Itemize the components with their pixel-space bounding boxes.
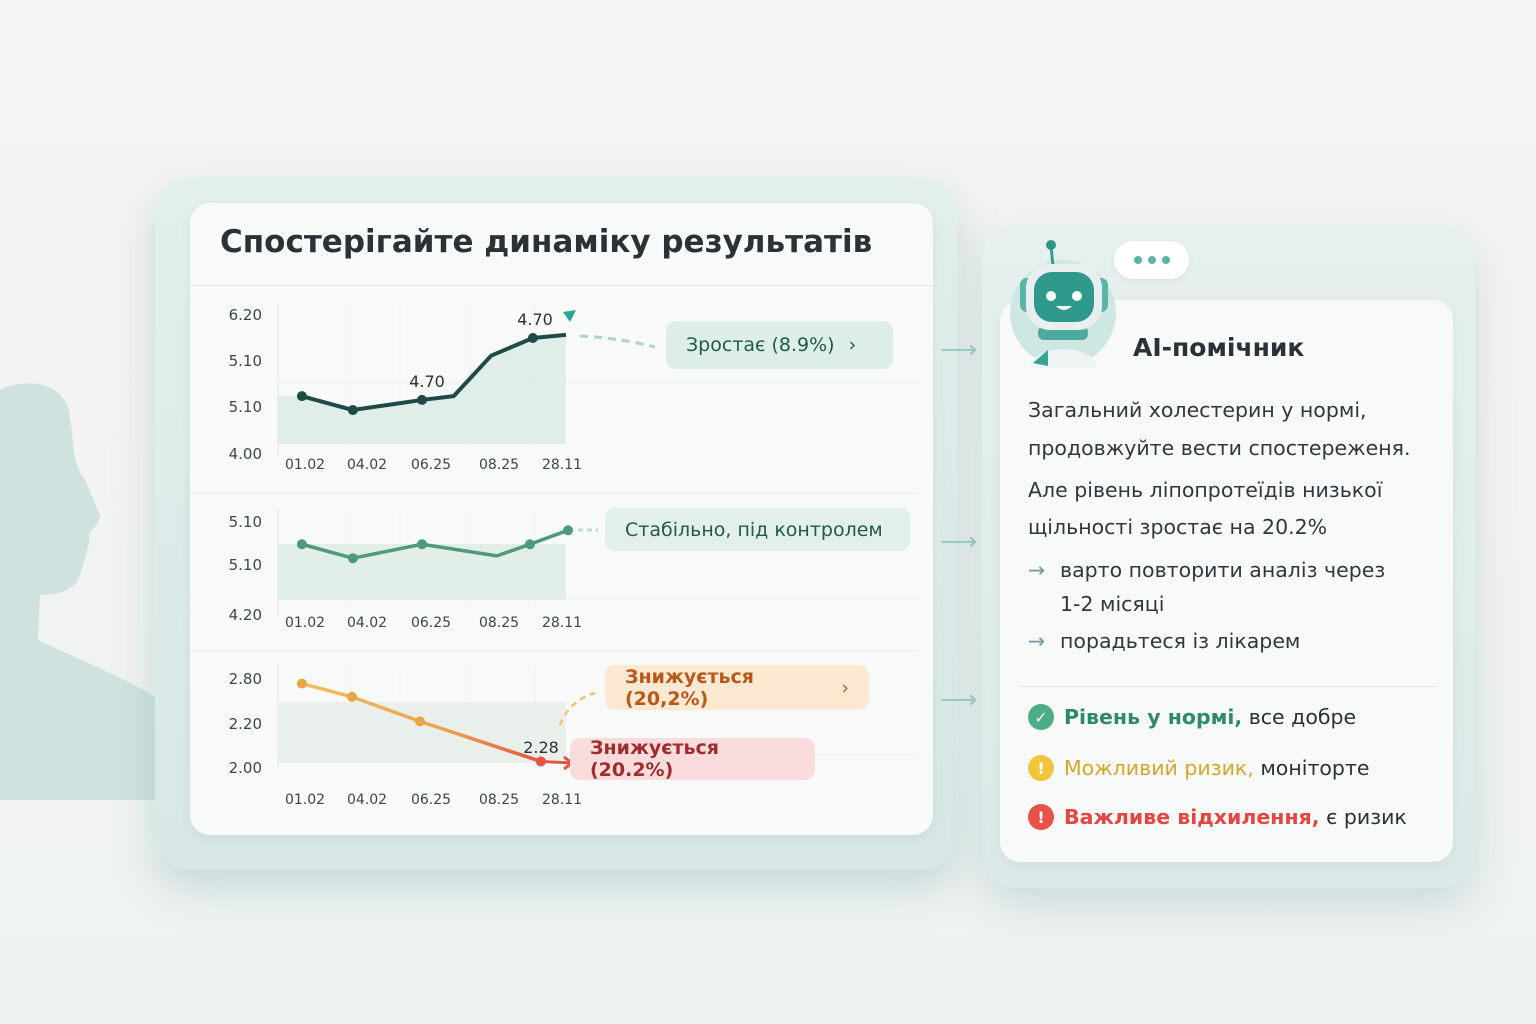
- legend-rest: моніторте: [1253, 756, 1370, 780]
- x-tick-label: 04.02: [347, 792, 387, 808]
- x-tick-label: 08.25: [479, 615, 519, 631]
- legend-item-deviation: ! Важливе відхилення, є ризик: [1028, 804, 1407, 830]
- x-tick-label: 06.25: [411, 792, 451, 808]
- recommendation-text: варто повторити аналіз через: [1060, 558, 1386, 582]
- y-tick-label: 5.10: [229, 398, 262, 416]
- data-label: 4.70: [409, 372, 445, 391]
- x-tick-label: 01.02: [285, 792, 325, 808]
- y-tick-label: 6.20: [229, 306, 262, 324]
- status-label: Зростає (8.9%): [686, 334, 835, 356]
- data-label: 2.28: [523, 738, 559, 757]
- assistant-text-line: Але рівень ліпопротеїдів низької: [1028, 478, 1383, 502]
- assistant-card: [1000, 300, 1453, 862]
- status-label: Знижується (20.2%): [590, 737, 719, 781]
- dashed-arrow: [579, 334, 656, 349]
- typing-dot: [1161, 256, 1170, 264]
- y-tick-label: 2.80: [229, 670, 262, 688]
- y-tick-label: 5.10: [229, 513, 262, 531]
- legend-rest: є ризик: [1319, 805, 1407, 829]
- typing-dot: [1133, 256, 1142, 264]
- y-tick-label: 5.10: [229, 556, 262, 574]
- legend-item-normal: ✓ Рівень у нормі, все добре: [1028, 704, 1356, 730]
- y-tick-label: 5.10: [229, 352, 262, 370]
- arrow-right-icon: ⟶: [940, 335, 978, 365]
- assistant-text-line: Загальний холестерин у нормі,: [1028, 398, 1367, 422]
- y-tick-label: 2.20: [229, 715, 262, 733]
- typing-indicator-bubble: [1114, 241, 1189, 279]
- data-point: [525, 539, 535, 550]
- legend-strong: Рівень у нормі,: [1064, 705, 1243, 729]
- x-tick-label: 08.25: [479, 792, 519, 808]
- warning-circle-icon: !: [1028, 755, 1054, 781]
- data-label: 4.70: [517, 310, 553, 329]
- legend-strong: Важливе відхилення,: [1064, 805, 1320, 829]
- status-badge-decreasing[interactable]: Знижується (20,2%) ›: [605, 665, 869, 710]
- recommendation-text-cont: 1-2 місяці: [1060, 592, 1165, 616]
- data-point: [527, 333, 538, 344]
- chevron-right-icon: ›: [841, 676, 849, 699]
- data-point: [296, 391, 307, 402]
- trend-up-icon: [563, 310, 576, 322]
- dashed-arrow: [558, 691, 596, 726]
- status-badge-decreasing-alert[interactable]: Знижується (20.2%): [570, 737, 815, 781]
- data-point: [417, 394, 427, 405]
- assistant-text-line: продовжуйте вести спостереженя.: [1028, 436, 1411, 460]
- x-tick-label: 06.25: [411, 457, 451, 473]
- x-tick-label: 01.02: [285, 615, 325, 631]
- data-point: [414, 716, 425, 727]
- recommendation-item: → варто повторити аналіз через: [1028, 558, 1385, 582]
- x-tick-label: 28.11: [542, 792, 582, 808]
- x-tick-label: 28.11: [542, 457, 582, 473]
- page-title: Спостерігайте динаміку результатів: [220, 224, 873, 260]
- check-circle-icon: ✓: [1028, 704, 1054, 730]
- x-tick-label: 04.02: [347, 457, 387, 473]
- x-tick-label: 04.02: [347, 615, 387, 631]
- person-silhouette: [0, 383, 200, 800]
- chevron-right-icon: ›: [848, 334, 857, 356]
- arrow-right-icon: →: [1028, 558, 1046, 582]
- robot-avatar-icon: [1010, 240, 1116, 368]
- alert-circle-icon: !: [1028, 804, 1054, 830]
- arrow-right-icon: ⟶: [940, 527, 978, 557]
- arrow-right-icon: ⟶: [940, 685, 978, 715]
- x-tick-label: 08.25: [479, 457, 519, 473]
- legend-rest: все добре: [1242, 705, 1357, 729]
- x-tick-label: 28.11: [542, 615, 582, 631]
- y-tick-label: 2.00: [229, 759, 262, 777]
- status-badge-stable[interactable]: Стабільно, під контролем: [605, 508, 910, 551]
- recommendation-text: порадьтеся із лікарем: [1060, 629, 1301, 653]
- arrow-right-icon: →: [1028, 629, 1046, 653]
- status-badge-increasing[interactable]: Зростає (8.9%) ›: [666, 321, 893, 369]
- status-label: Стабільно, під контролем: [625, 518, 883, 541]
- assistant-text-line: щільності зростає на 20.2%: [1028, 515, 1328, 539]
- x-tick-label: 06.25: [411, 615, 451, 631]
- data-point: [296, 539, 307, 550]
- series-line: [301, 681, 542, 764]
- assistant-title: AI-помічник: [1133, 333, 1305, 362]
- series-line: [301, 528, 569, 560]
- legend-strong: Можливий ризик,: [1064, 756, 1254, 780]
- data-point: [347, 405, 358, 416]
- recommendation-item: → порадьтеся із лікарем: [1028, 629, 1300, 653]
- y-tick-label: 4.00: [229, 445, 262, 463]
- data-point: [347, 553, 358, 564]
- divider: [190, 285, 933, 286]
- divider: [1018, 686, 1436, 687]
- y-tick-label: 4.20: [229, 606, 262, 624]
- area-fill: [278, 334, 566, 444]
- data-point: [347, 691, 358, 702]
- typing-dot: [1147, 256, 1156, 264]
- data-point: [563, 525, 574, 536]
- x-tick-label: 01.02: [285, 457, 325, 473]
- data-point: [417, 539, 427, 550]
- range-band: [278, 544, 566, 600]
- data-point: [535, 756, 546, 767]
- legend-item-risk: ! Можливий ризик, моніторте: [1028, 755, 1370, 781]
- status-label: Знижується (20,2%): [625, 665, 754, 710]
- data-point: [296, 678, 307, 689]
